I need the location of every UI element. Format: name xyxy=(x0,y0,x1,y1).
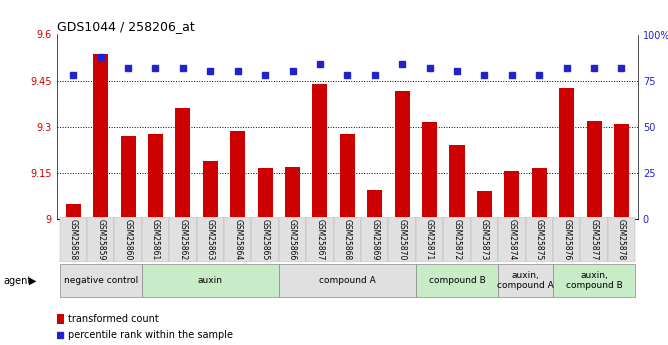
Bar xyxy=(608,217,635,262)
Bar xyxy=(120,136,136,219)
Bar xyxy=(389,217,416,262)
Bar xyxy=(340,135,355,219)
Text: GSM25877: GSM25877 xyxy=(590,219,599,260)
Bar xyxy=(285,167,300,219)
Text: agent: agent xyxy=(3,276,31,286)
Text: GSM25872: GSM25872 xyxy=(452,219,462,260)
Text: compound A: compound A xyxy=(319,276,375,285)
Text: auxin,
compound B: auxin, compound B xyxy=(566,270,623,290)
Text: GSM25860: GSM25860 xyxy=(124,219,132,260)
Bar xyxy=(142,264,279,297)
Bar xyxy=(504,171,520,219)
Bar xyxy=(59,264,142,297)
Bar xyxy=(422,122,437,219)
Bar xyxy=(175,108,190,219)
Text: GSM25864: GSM25864 xyxy=(233,219,242,260)
Bar xyxy=(57,314,64,324)
Bar xyxy=(148,135,163,219)
Bar xyxy=(526,217,553,262)
Text: GDS1044 / 258206_at: GDS1044 / 258206_at xyxy=(57,20,194,33)
Bar xyxy=(333,217,361,262)
Bar xyxy=(361,217,389,262)
Bar xyxy=(306,217,333,262)
Bar xyxy=(258,168,273,219)
Bar xyxy=(444,217,471,262)
Text: GSM25866: GSM25866 xyxy=(288,219,297,260)
Bar xyxy=(224,217,251,262)
Bar xyxy=(203,161,218,219)
Text: GSM25869: GSM25869 xyxy=(370,219,379,260)
Bar xyxy=(498,217,526,262)
Text: percentile rank within the sample: percentile rank within the sample xyxy=(69,330,234,340)
Bar xyxy=(93,55,108,219)
Text: GSM25865: GSM25865 xyxy=(261,219,270,260)
Bar xyxy=(477,191,492,219)
Bar xyxy=(87,217,114,262)
Bar xyxy=(416,264,498,297)
Bar xyxy=(553,264,635,297)
Text: compound B: compound B xyxy=(429,276,486,285)
Text: GSM25870: GSM25870 xyxy=(397,219,407,260)
Text: auxin,
compound A: auxin, compound A xyxy=(497,270,554,290)
Text: ▶: ▶ xyxy=(29,276,36,286)
Text: GSM25867: GSM25867 xyxy=(315,219,325,260)
Bar xyxy=(532,168,547,219)
Text: GSM25863: GSM25863 xyxy=(206,219,215,260)
Bar xyxy=(614,124,629,219)
Bar xyxy=(65,204,81,219)
Bar xyxy=(169,217,196,262)
Text: auxin: auxin xyxy=(198,276,223,285)
Text: transformed count: transformed count xyxy=(69,314,159,324)
Bar xyxy=(59,217,87,262)
Bar xyxy=(395,91,409,219)
Bar xyxy=(367,190,382,219)
Text: GSM25862: GSM25862 xyxy=(178,219,188,260)
Bar xyxy=(279,264,416,297)
Bar xyxy=(142,217,169,262)
Bar xyxy=(279,217,306,262)
Bar xyxy=(230,131,245,219)
Bar xyxy=(114,217,142,262)
Bar xyxy=(471,217,498,262)
Text: GSM25859: GSM25859 xyxy=(96,219,105,260)
Text: GSM25861: GSM25861 xyxy=(151,219,160,260)
Bar xyxy=(450,145,464,219)
Text: GSM25875: GSM25875 xyxy=(535,219,544,260)
Text: GSM25873: GSM25873 xyxy=(480,219,489,260)
Bar xyxy=(559,88,574,219)
Text: GSM25868: GSM25868 xyxy=(343,219,352,260)
Text: GSM25876: GSM25876 xyxy=(562,219,571,260)
Bar xyxy=(498,264,553,297)
Bar xyxy=(553,217,580,262)
Bar xyxy=(580,217,608,262)
Bar xyxy=(196,217,224,262)
Text: GSM25858: GSM25858 xyxy=(69,219,77,260)
Text: GSM25871: GSM25871 xyxy=(425,219,434,260)
Bar xyxy=(251,217,279,262)
Bar xyxy=(416,217,444,262)
Text: GSM25878: GSM25878 xyxy=(617,219,626,260)
Text: negative control: negative control xyxy=(63,276,138,285)
Bar xyxy=(587,121,602,219)
Text: GSM25874: GSM25874 xyxy=(507,219,516,260)
Bar xyxy=(313,84,327,219)
